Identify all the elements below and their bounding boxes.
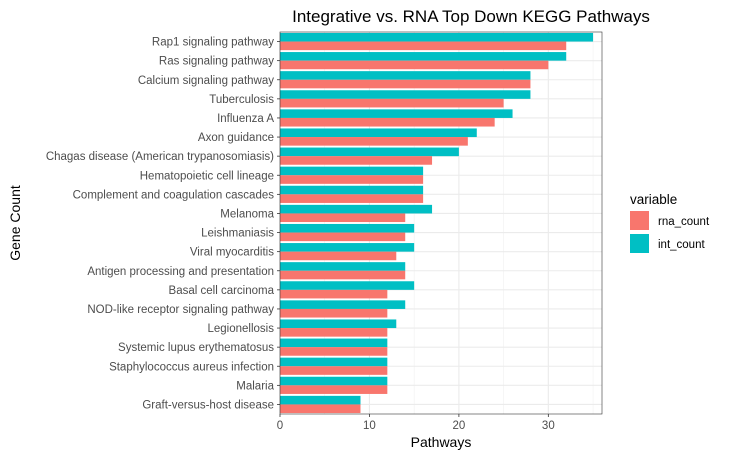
- category-label: Axon guidance: [198, 132, 274, 144]
- bar-int-count: [280, 185, 424, 195]
- bar-int-count: [280, 338, 388, 348]
- legend-label: rna_count: [658, 216, 710, 228]
- bar-int-count: [280, 128, 477, 138]
- bar-rna-count: [280, 347, 388, 356]
- legend-label: int_count: [658, 239, 705, 251]
- category-label: Complement and coagulation cascades: [73, 189, 275, 201]
- category-label: Influenza A: [217, 113, 274, 125]
- bars: [280, 32, 594, 414]
- bar-int-count: [280, 71, 531, 80]
- legend-swatch: [630, 234, 649, 253]
- bar-rna-count: [280, 251, 397, 261]
- bar-rna-count: [280, 213, 406, 223]
- bar-rna-count: [280, 60, 549, 70]
- chart-title: Integrative vs. RNA Top Down KEGG Pathwa…: [292, 7, 650, 26]
- legend-swatch: [630, 211, 649, 230]
- bar-int-count: [280, 147, 459, 157]
- category-labels: Rap1 signaling pathway Ras signaling path…: [46, 37, 280, 411]
- category-label: Antigen processing and presentation: [87, 266, 274, 278]
- category-label: Staphylococcus aureus infection: [109, 361, 274, 373]
- bar-rna-count: [280, 308, 388, 318]
- x-tick-label: 20: [452, 420, 465, 432]
- bar-rna-count: [280, 404, 361, 414]
- bar-int-count: [280, 109, 513, 118]
- bar-int-count: [280, 32, 594, 42]
- category-label: Basal cell carcinoma: [169, 285, 275, 297]
- bar-int-count: [280, 357, 388, 367]
- category-label: Malaria: [236, 380, 274, 392]
- bar-int-count: [280, 90, 531, 99]
- category-label: Calcium signaling pathway: [138, 75, 274, 87]
- bar-int-count: [280, 395, 361, 405]
- category-label: Hematopoietic cell lineage: [140, 170, 274, 182]
- legend-title: variable: [630, 192, 677, 207]
- category-label: Leishmaniasis: [201, 228, 274, 240]
- x-tick-label: 0: [277, 420, 283, 432]
- x-axis-title: Pathways: [411, 434, 472, 450]
- bar-int-count: [280, 204, 433, 214]
- bar-int-count: [280, 243, 415, 252]
- bar-rna-count: [280, 366, 388, 375]
- bar-int-count: [280, 166, 424, 176]
- category-label: Tuberculosis: [209, 94, 274, 106]
- category-label: Systemic lupus erythematosus: [118, 342, 274, 354]
- bar-rna-count: [280, 137, 468, 146]
- bar-int-count: [280, 262, 406, 271]
- legend: variable rna_count int_count: [630, 192, 710, 253]
- x-tick-label: 10: [363, 420, 376, 432]
- bar-rna-count: [280, 270, 406, 280]
- bar-rna-count: [280, 41, 567, 51]
- category-label: Ras signaling pathway: [159, 56, 274, 68]
- bar-int-count: [280, 300, 406, 309]
- bar-rna-count: [280, 328, 388, 337]
- y-axis-title: Gene Count: [7, 185, 23, 261]
- bar-rna-count: [280, 232, 406, 242]
- bar-int-count: [280, 223, 415, 233]
- bar-rna-count: [280, 175, 424, 184]
- panel-border: [279, 31, 603, 415]
- bar-rna-count: [280, 194, 424, 203]
- bar-rna-count: [280, 79, 531, 89]
- category-label: Chagas disease (American trypanosomiasis…: [46, 151, 274, 163]
- bar-rna-count: [280, 385, 388, 394]
- category-label: Viral myocarditis: [190, 247, 274, 259]
- category-label: Graft-versus-host disease: [142, 399, 274, 411]
- category-label: Melanoma: [220, 208, 274, 220]
- x-tick-label: 30: [542, 420, 555, 432]
- x-axis-ticks: 0 10 20 30: [277, 414, 555, 432]
- category-label: Legionellosis: [208, 323, 275, 335]
- bar-rna-count: [280, 156, 433, 165]
- category-label: NOD-like receptor signaling pathway: [87, 304, 274, 316]
- plot-panel: [280, 32, 602, 414]
- category-label: Rap1 signaling pathway: [152, 37, 274, 49]
- bar-rna-count: [280, 289, 388, 299]
- bar-int-count: [280, 376, 388, 386]
- bar-int-count: [280, 52, 567, 61]
- bar-int-count: [280, 319, 397, 329]
- bar-rna-count: [280, 98, 504, 108]
- bar-int-count: [280, 281, 415, 290]
- bar-rna-count: [280, 117, 495, 127]
